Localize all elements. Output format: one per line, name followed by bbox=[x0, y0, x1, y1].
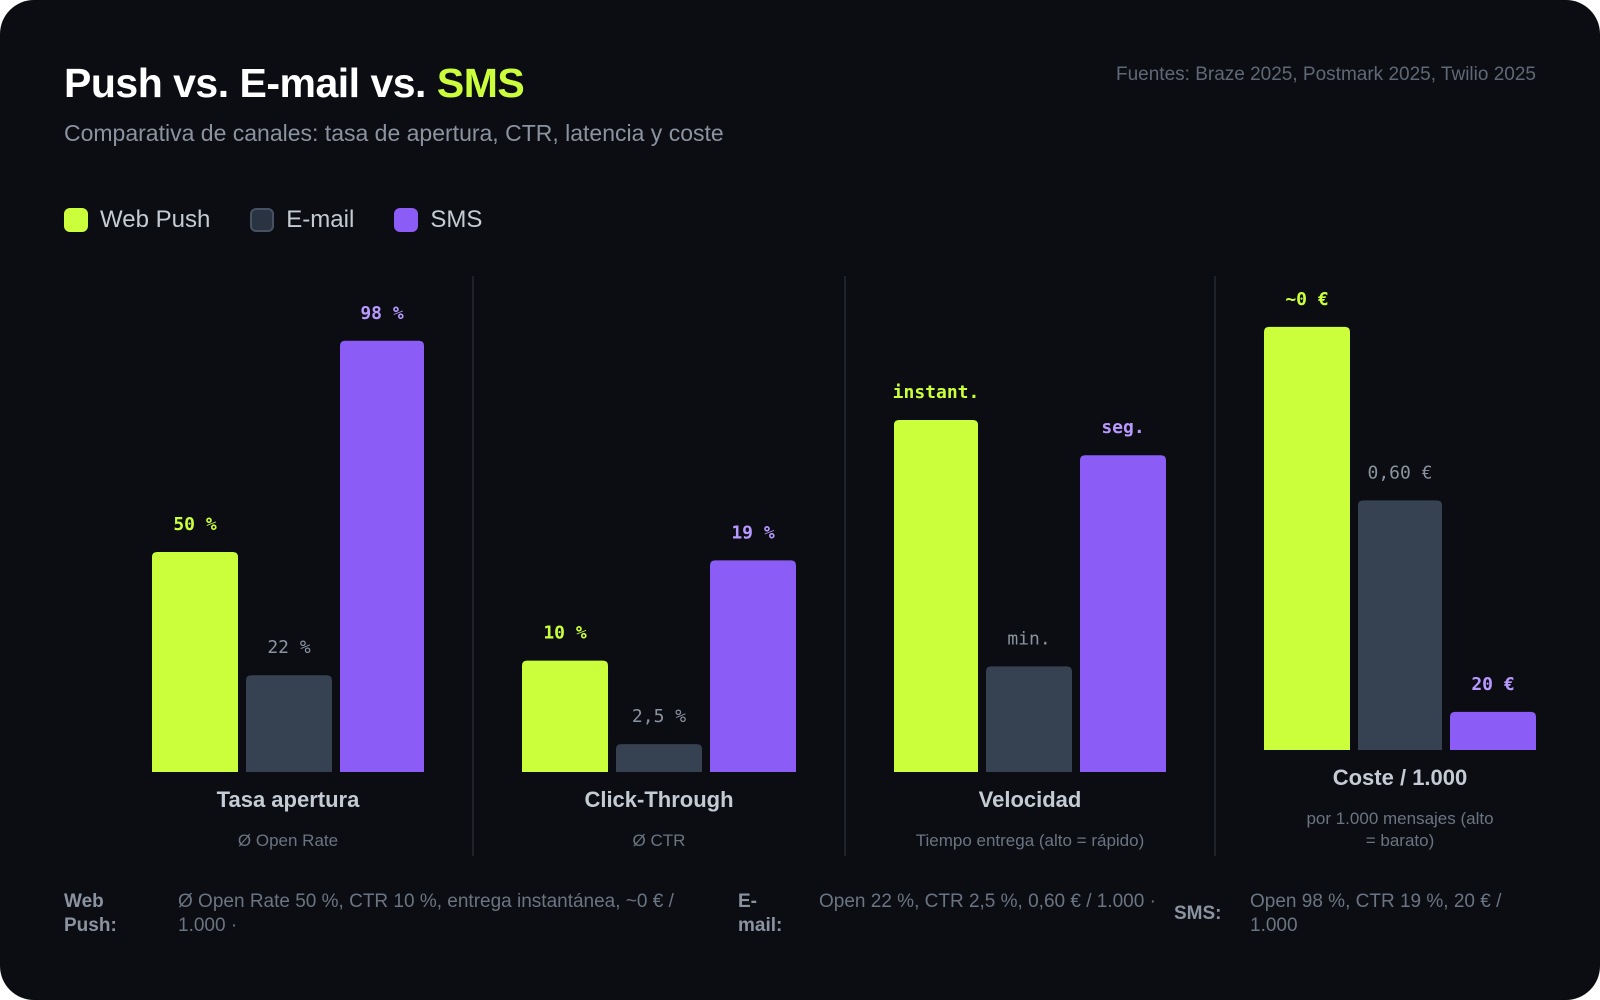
bar-click-through-sms bbox=[710, 560, 796, 772]
bar-value-label-coste-1-000-web-push: ~0 € bbox=[1285, 289, 1328, 310]
title-main: Push vs. E-mail vs. bbox=[64, 60, 437, 106]
bar-value-label-click-through-sms: 19 % bbox=[731, 522, 775, 543]
bar-velocidad-web-push bbox=[894, 420, 978, 772]
bar-click-through-email bbox=[616, 744, 702, 772]
legend-swatch-sms bbox=[394, 208, 419, 232]
legend-label-web-push: Web Push bbox=[100, 206, 211, 233]
legend-swatch-web-push bbox=[64, 208, 88, 232]
bar-value-label-coste-1-000-email: 0,60 € bbox=[1367, 462, 1432, 483]
bar-tasa-apertura-web-push bbox=[152, 552, 238, 772]
bar-value-label-velocidad-sms: seg. bbox=[1101, 417, 1144, 438]
bar-value-label-click-through-email: 2,5 % bbox=[632, 706, 686, 727]
bar-value-label-velocidad-email: min. bbox=[1007, 628, 1050, 649]
bar-velocidad-sms bbox=[1080, 455, 1166, 772]
group-title-click-through: Click-Through bbox=[584, 787, 733, 812]
group-subtitle-click-through: Ø CTR bbox=[633, 831, 686, 850]
footer-key-sms: SMS: bbox=[1174, 903, 1222, 924]
bar-velocidad-email bbox=[986, 666, 1072, 772]
group-subtitle-tasa-apertura: Ø Open Rate bbox=[238, 831, 338, 850]
group-subtitle-velocidad: Tiempo entrega (alto = rápido) bbox=[916, 831, 1145, 850]
footer-value-email: Open 22 %, CTR 2,5 %, 0,60 € / 1.000 · bbox=[819, 891, 1156, 912]
bar-coste-1-000-sms bbox=[1450, 711, 1536, 750]
legend-label-sms: SMS bbox=[430, 206, 483, 233]
legend-item-web-push: Web Push bbox=[64, 206, 210, 234]
bar-coste-1-000-web-push bbox=[1264, 326, 1350, 750]
bar-value-label-coste-1-000-sms: 20 € bbox=[1471, 674, 1514, 695]
bar-value-label-tasa-apertura-web-push: 50 % bbox=[173, 514, 217, 535]
footer-summary: Web Push: Ø Open Rate 50 %, CTR 10 %, en… bbox=[64, 886, 1536, 946]
legend-item-sms: SMS bbox=[394, 206, 482, 234]
legend: Web Push E-mail SMS bbox=[64, 206, 522, 234]
group-subtitle-coste-1-000: por 1.000 mensajes (alto = barato) bbox=[1306, 809, 1493, 850]
bar-tasa-apertura-sms bbox=[340, 340, 424, 772]
group-title-coste-1-000: Coste / 1.000 bbox=[1333, 765, 1468, 790]
bar-coste-1-000-email bbox=[1358, 500, 1442, 750]
legend-swatch-email bbox=[250, 208, 275, 232]
bar-value-label-tasa-apertura-sms: 98 % bbox=[360, 303, 404, 324]
bar-tasa-apertura-email bbox=[246, 675, 332, 772]
page-title: Push vs. E-mail vs. SMS bbox=[64, 60, 525, 107]
bar-value-label-velocidad-web-push: instant. bbox=[893, 382, 980, 403]
bar-value-label-tasa-apertura-email: 22 % bbox=[267, 637, 311, 658]
footer-value-sms: Open 98 %, CTR 19 %, 20 € / 1.000 bbox=[1250, 891, 1502, 936]
footer-value-web-push: Ø Open Rate 50 %, CTR 10 %, entrega inst… bbox=[178, 891, 674, 936]
page-subtitle: Comparativa de canales: tasa de apertura… bbox=[64, 120, 724, 146]
footer-key-email: E-mail: bbox=[738, 891, 783, 936]
bar-value-label-click-through-web-push: 10 % bbox=[543, 623, 587, 644]
title-accent: SMS bbox=[436, 60, 525, 106]
group-title-velocidad: Velocidad bbox=[979, 787, 1082, 812]
footer-key-web-push: Web Push: bbox=[64, 891, 117, 936]
legend-item-email: E-mail bbox=[250, 206, 354, 234]
group-title-tasa-apertura: Tasa apertura bbox=[217, 787, 360, 812]
bar-click-through-web-push bbox=[522, 660, 608, 772]
legend-label-email: E-mail bbox=[286, 206, 355, 233]
sources-note: Fuentes: Braze 2025, Postmark 2025, Twil… bbox=[1115, 64, 1536, 85]
